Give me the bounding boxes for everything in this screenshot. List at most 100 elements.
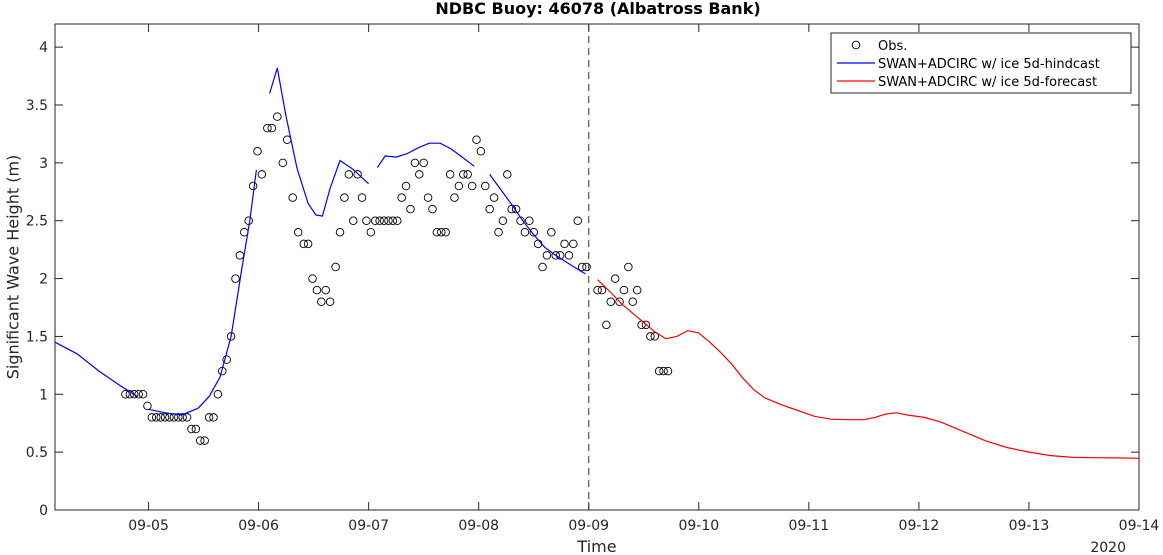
obs-point [619,285,629,295]
obs-point [182,413,192,422]
obs-point [303,239,313,249]
x-tick-label: 09-14 [1119,518,1160,534]
obs-point [253,147,262,156]
x-axis-label: Time [576,537,616,555]
obs-point [200,436,209,445]
obs-point [209,413,218,422]
obs-point [520,228,530,237]
obs-point [273,112,282,121]
obs-point [525,216,534,225]
x-tick-label: 09-06 [238,518,279,534]
obs-point [151,413,161,422]
obs-point [340,193,349,202]
obs-point [226,332,236,341]
obs-point [445,170,455,179]
swan-adcirc-w-ice-5d-hindcast-line [376,142,475,168]
obs-point [428,204,437,214]
obs-point [410,158,420,168]
obs-point [437,228,446,237]
obs-point [375,216,384,225]
obs-point [494,228,503,237]
chart-title: NDBC Buoy: 46078 (Albatross Bank) [435,0,760,18]
y-tick-label: 2 [39,272,48,288]
obs-point [248,181,258,191]
obs-point [597,285,607,295]
obs-point [577,262,587,272]
obs-point [366,228,376,237]
obs-point [312,285,322,295]
obs-point [362,216,371,225]
obs-point [467,181,477,191]
obs-point [641,320,651,330]
x-tick-label: 09-11 [789,518,830,534]
y-tick-label: 1.5 [26,329,48,345]
obs-point [406,204,415,214]
y-tick-label: 2.5 [26,214,48,230]
obs-point [632,285,642,295]
obs-point [419,158,428,168]
obs-point [476,147,486,156]
obs-point [511,204,521,214]
obs-point [582,262,591,272]
obs-point [196,436,205,445]
y-tick-label: 4 [39,40,48,56]
obs-point [560,239,569,249]
series-layer [54,67,1140,459]
obs-point [370,216,380,225]
obs-point [174,413,183,422]
obs-point [138,390,148,399]
obs-point [423,193,433,202]
obs-point [606,297,616,306]
obs-point [187,424,196,434]
obs-point [450,193,459,202]
x-tick-label: 09-08 [458,518,499,534]
obs-point [393,216,402,225]
obs-point [441,228,450,237]
obs-point [610,274,620,283]
obs-point [353,170,362,179]
swan-adcirc-w-ice-5d-hindcast-line [489,174,586,275]
x-tick-label: 09-13 [1009,518,1050,534]
obs-point [659,366,668,376]
x-tick-label: 09-09 [568,518,609,534]
obs-point [615,297,624,306]
obs-point [348,216,358,225]
x-tick-label: 09-12 [899,518,940,534]
obs-point [529,228,538,237]
y-tick-label: 3 [39,156,48,172]
legend-entry-label: SWAN+ADCIRC w/ ice 5d-forecast [878,75,1097,90]
obs-point [503,170,512,179]
obs-point [663,366,673,376]
obs-point [481,181,490,191]
obs-point [538,262,547,272]
obs-point [231,274,240,283]
obs-point [335,228,345,237]
obs-point [308,274,317,283]
obs-point [463,170,472,179]
obs-point [344,170,354,179]
obs-point [325,297,335,306]
obs-point [129,390,139,399]
obs-point [573,216,582,225]
swan-adcirc-w-ice-5d-hindcast-line [269,67,370,217]
obs-point [288,193,297,202]
obs-point [593,285,602,295]
obs-point [646,332,655,341]
obs-point [602,320,611,330]
obs-point [628,297,638,306]
x-axis: 09-05 09-06 09-07 09-08 09-09 09-10 09-11 09-12… [128,24,1159,534]
obs-point [160,413,170,422]
obs-point [489,193,499,202]
obs-point [321,285,330,295]
obs-point [156,413,165,422]
obs-point [257,170,267,179]
legend-box [830,32,1132,94]
obs-point [222,355,231,364]
obs-point [459,170,468,179]
x-axis-year-label: 2020 [1090,540,1126,555]
obs-point [357,193,367,202]
y-axis-label: Significant Wave Height (m) [4,155,23,380]
obs-point [564,251,574,260]
obs-point [397,193,406,202]
obs-point [331,262,340,272]
